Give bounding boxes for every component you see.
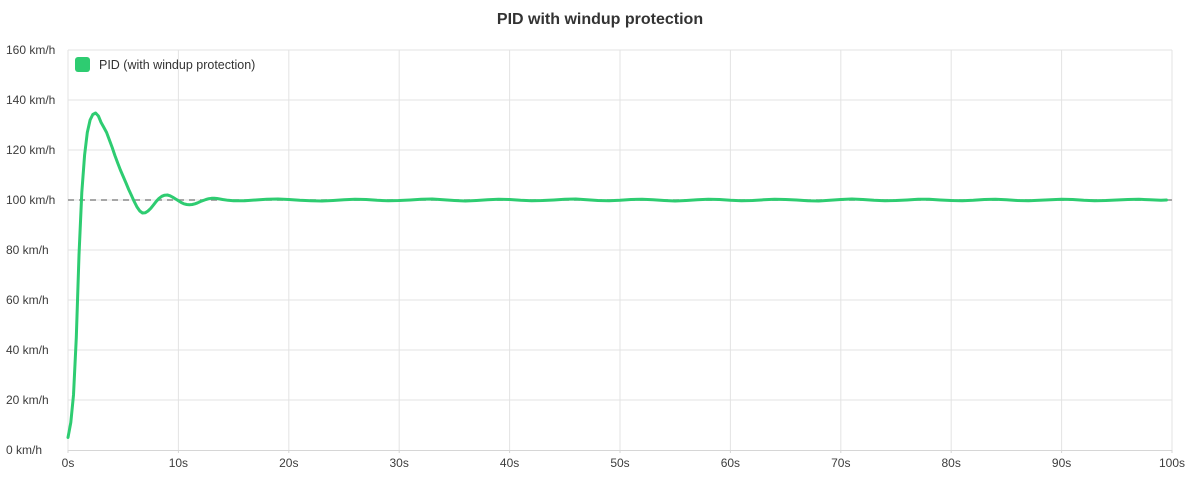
x-tick-label: 90s <box>1051 456 1072 470</box>
y-tick-label: 140 km/h <box>6 92 56 107</box>
series-line <box>66 111 1168 439</box>
chart-title: PID with windup protection <box>496 11 704 28</box>
y-tick-label: 80 km/h <box>6 242 49 257</box>
y-tick-label: 60 km/h <box>6 292 49 307</box>
legend[interactable]: PID (with windup protection) <box>75 57 255 72</box>
x-tick-label: 0s <box>61 456 75 470</box>
y-tick-label: 0 km/h <box>6 442 43 457</box>
y-tick-label: 40 km/h <box>6 342 49 357</box>
x-tick-label: 70s <box>831 456 851 470</box>
x-tick-label: 80s <box>941 456 961 470</box>
x-tick-label: 30s <box>389 456 409 470</box>
legend-label: PID (with windup protection) <box>99 57 256 72</box>
legend-swatch <box>75 57 90 72</box>
x-tick-label: 40s <box>499 456 520 470</box>
y-tick-label: 160 km/h <box>6 42 56 57</box>
y-tick-label: 20 km/h <box>6 392 49 407</box>
x-tick-label: 50s <box>610 456 630 470</box>
x-tick-label: 20s <box>279 456 299 470</box>
y-tick-label: 100 km/h <box>6 192 56 207</box>
y-tick-label: 120 km/h <box>6 142 56 157</box>
x-tick-label: 10s <box>168 456 189 470</box>
x-tick-label: 100s <box>1158 456 1186 470</box>
x-tick-label: 60s <box>720 456 741 470</box>
